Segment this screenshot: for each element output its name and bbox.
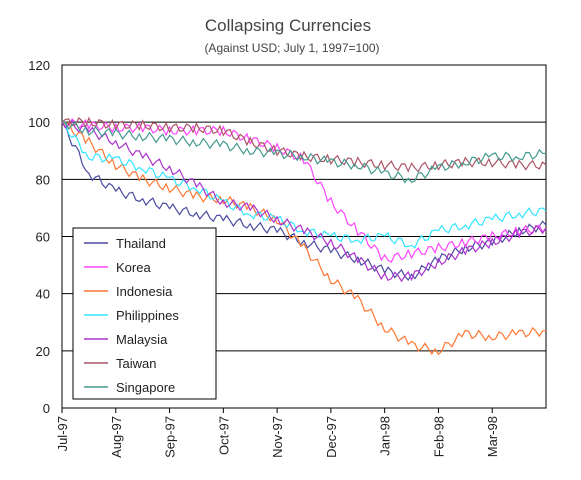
legend: Thailand Korea Indonesia Philippines Malaysi… [72,227,217,400]
x-tick-label: Nov-97 [270,416,285,458]
y-tick-label: 120 [28,58,50,73]
chart-subtitle: (Against USD; July 1, 1997=100) [204,41,379,55]
series-line-indonesia [61,121,546,356]
series-line-malaysia [61,119,547,283]
legend-item-label: Indonesia [116,284,173,299]
legend-item-label: Korea [116,260,151,275]
legend-item-label: Thailand [116,236,166,251]
x-tick-label: Jan-98 [378,416,393,456]
x-tick-label: Feb-98 [431,416,446,457]
y-tick-label: 20 [36,344,50,359]
legend-item-label: Philippines [116,308,179,323]
series-line-singapore [61,120,547,184]
legend-item-label: Malaysia [116,332,168,347]
x-tick-label: Mar-98 [485,416,500,457]
x-tick-label: Aug-97 [109,416,124,458]
y-tick-label: 80 [36,172,50,187]
legend-box [72,227,217,400]
x-tick-label: Dec-97 [324,416,339,458]
series-lines [61,116,547,356]
x-tick-label: Oct-97 [216,416,231,455]
legend-item-label: Taiwan [116,356,156,371]
legend-item-label: Singapore [116,380,175,395]
series-line-taiwan [61,116,547,173]
y-axis: 0 20 40 60 80 100 120 [28,58,50,416]
plot-area-frame [61,64,547,409]
x-axis: Jul-97 Aug-97 Sep-97 Oct-97 Nov-97 Dec-97 Jan-… [55,408,500,458]
series-line-korea [61,118,547,263]
chart-title: Collapsing Currencies [205,16,371,35]
y-tick-label: 100 [28,115,50,130]
y-tick-label: 0 [43,401,50,416]
x-tick-label: Jul-97 [55,416,70,451]
y-tick-label: 60 [36,230,50,245]
y-tick-label: 40 [36,287,50,302]
x-tick-label: Sep-97 [163,416,178,458]
